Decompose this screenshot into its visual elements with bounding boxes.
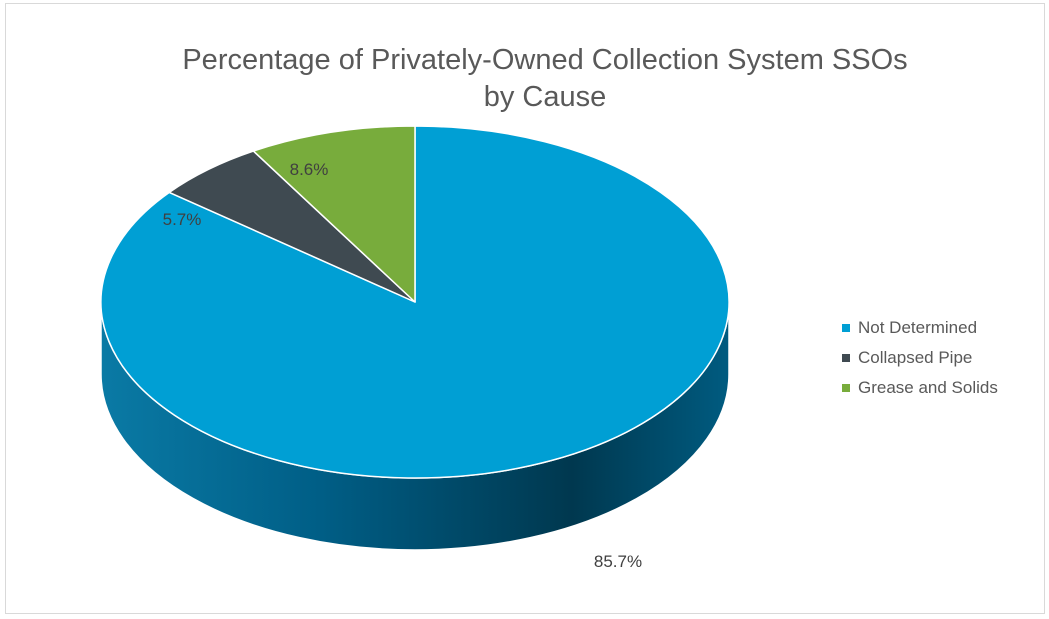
legend-swatch: [842, 353, 850, 362]
chart-title-line-1: Percentage of Privately-Owned Collection…: [182, 44, 908, 76]
legend-label: Grease and Solids: [858, 377, 998, 397]
legend-swatch: [842, 383, 850, 392]
chart-title-line-2: by Cause: [483, 81, 607, 113]
pie-top-face: [100, 125, 730, 479]
chart-title: Percentage of Privately-Owned Collection…: [0, 42, 1049, 116]
legend-swatch: [842, 323, 850, 332]
data-label-collapsed-pipe: 5.7%: [163, 210, 202, 229]
legend-label: Collapsed Pipe: [858, 347, 973, 367]
legend: Not Determined Collapsed Pipe Grease and…: [842, 314, 998, 404]
legend-item-not-determined: Not Determined: [842, 314, 998, 341]
data-label-grease-and-solids: 8.6%: [290, 160, 329, 179]
legend-item-collapsed-pipe: Collapsed Pipe: [842, 344, 998, 371]
legend-label: Not Determined: [858, 317, 978, 337]
legend-item-grease-and-solids: Grease and Solids: [842, 374, 998, 401]
pie-data-labels: 85.7% 5.7% 8.6%: [163, 160, 642, 571]
data-label-not-determined: 85.7%: [594, 552, 642, 571]
pie-slice-grease-and-solids: [252, 125, 416, 303]
